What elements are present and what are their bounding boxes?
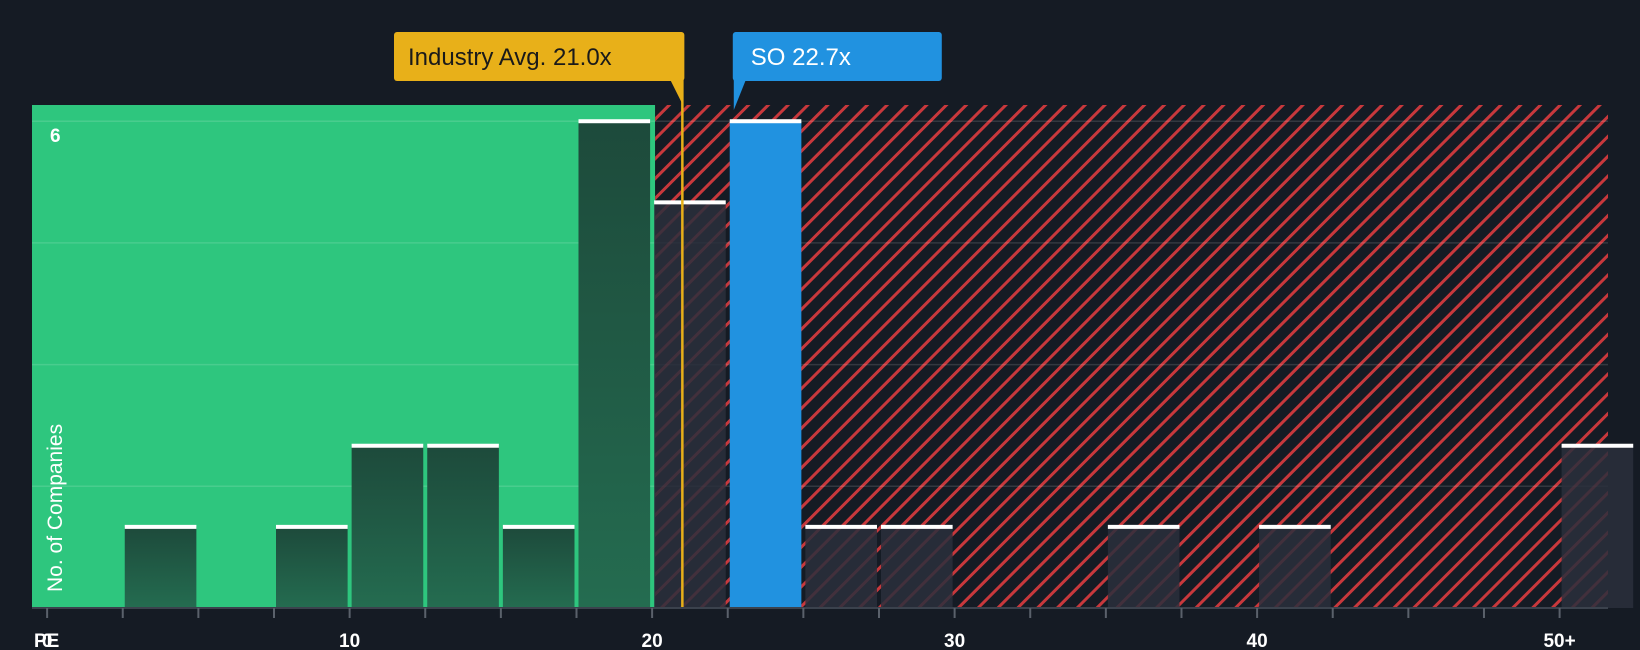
- industry-avg-label-box: [394, 32, 685, 81]
- histogram-bar: [805, 526, 877, 608]
- histogram-bar: [502, 526, 575, 608]
- bar-top-cap: [578, 119, 651, 124]
- bar-top-cap: [729, 119, 802, 124]
- gridlines: [32, 120, 1608, 488]
- bar-top-cap: [1259, 524, 1331, 529]
- company-pointer: [733, 80, 746, 110]
- x-tick-label: 0: [42, 631, 53, 650]
- overvalued-zone: [655, 105, 1608, 608]
- x-tick-label: 40: [1247, 631, 1268, 650]
- x-tick-label: 10: [339, 631, 360, 650]
- bar-top-cap: [654, 200, 726, 205]
- x-tick-label: 20: [642, 631, 663, 650]
- bar-top-cap: [805, 524, 877, 529]
- histogram-bar: [124, 526, 197, 608]
- industry-avg-label: Industry Avg. 21.0x: [408, 44, 612, 71]
- x-axis-label: PE: [34, 631, 59, 650]
- bar-top-cap: [1107, 524, 1180, 529]
- histogram-bar: [275, 526, 348, 608]
- x-tick-label: 30: [944, 631, 965, 650]
- y-axis-label: No. of Companies: [44, 424, 67, 592]
- bar-top-cap: [124, 524, 197, 529]
- axes: 0 10 20 30 40 50+ PE 6 No. of Companies: [32, 126, 1608, 650]
- y-tick-label: 6: [50, 126, 61, 147]
- fair-value-zone: [32, 105, 656, 608]
- x-tick-label: 50+: [1543, 631, 1575, 650]
- histogram-bar: [1259, 526, 1331, 608]
- company-label: SO 22.7x: [751, 44, 851, 71]
- bar-top-cap: [880, 524, 953, 529]
- bar-top-cap: [502, 524, 575, 529]
- bar-top-cap: [1561, 443, 1634, 448]
- markers: Industry Avg. 21.0x SO 22.7x: [394, 32, 942, 608]
- histogram-bar: [1561, 445, 1634, 608]
- histogram-bar: [351, 445, 424, 608]
- histogram-bar: [1107, 526, 1180, 608]
- bar-top-cap: [427, 443, 499, 448]
- histogram-bar: [880, 526, 953, 608]
- histogram-bar: [654, 202, 726, 608]
- histogram-bar: [427, 445, 499, 608]
- histogram-bar: [729, 121, 802, 609]
- industry-avg-pointer: [670, 80, 683, 104]
- histogram-bar: [578, 121, 651, 609]
- bar-top-cap: [275, 524, 348, 529]
- histogram-bars: [124, 119, 1634, 609]
- company-label-box: [732, 32, 942, 81]
- valuation-zones: [32, 105, 1608, 608]
- bar-top-cap: [351, 443, 424, 448]
